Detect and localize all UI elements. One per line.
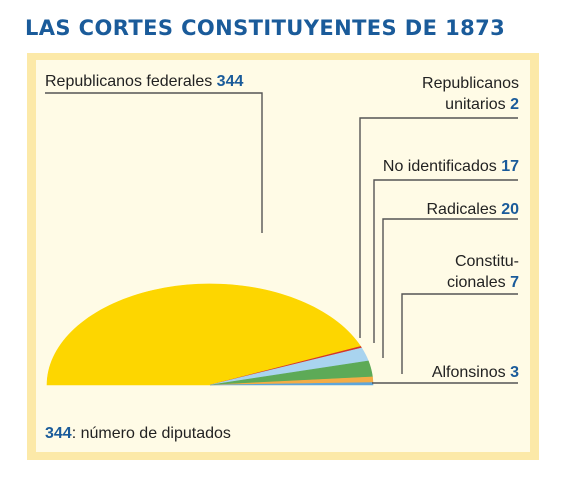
footnote-text: : número de diputados: [72, 425, 231, 442]
label-value: 20: [497, 201, 519, 218]
label-no-identificados: No identificados 17: [383, 158, 519, 175]
label-text: Republicanos federales: [45, 73, 212, 90]
label-value: 3: [506, 364, 519, 381]
label-value: 7: [506, 274, 519, 291]
slice-alfonsinos: [209, 382, 374, 386]
label-republicanos-unitarios: Republicanos unitarios 2: [422, 75, 519, 113]
label-radicales: Radicales 20: [426, 201, 519, 218]
label-text: No identificados: [383, 158, 497, 175]
label-value: 17: [497, 158, 519, 175]
label-text: unitarios: [445, 96, 505, 113]
label-text: Constitu-: [455, 253, 519, 270]
label-alfonsinos: Alfonsinos 3: [432, 364, 519, 381]
footnote-number: 344: [45, 425, 72, 442]
label-value: 344: [212, 73, 243, 90]
leader-line: [401, 293, 518, 374]
label-text: cionales: [447, 274, 506, 291]
label-republicanos-federales: Republicanos federales 344: [45, 73, 243, 90]
slice-republicanos-federales: [46, 283, 362, 386]
chart-panel: [36, 60, 530, 452]
label-value: 2: [506, 96, 519, 113]
leader-line: [359, 117, 518, 338]
label-text: Republicanos: [422, 75, 519, 92]
label-constitucionales: Constitu-cionales 7: [447, 253, 519, 291]
label-text: Alfonsinos: [432, 364, 506, 381]
slice-radicales: [209, 360, 373, 386]
label-text: Radicales: [426, 201, 496, 218]
footnote: 344: número de diputados: [45, 425, 231, 442]
leader-line: [373, 179, 518, 343]
leader-line: [45, 92, 263, 233]
leader-line: [382, 218, 518, 358]
chart-title: LAS CORTES CONSTITUYENTES DE 1873: [25, 16, 506, 40]
